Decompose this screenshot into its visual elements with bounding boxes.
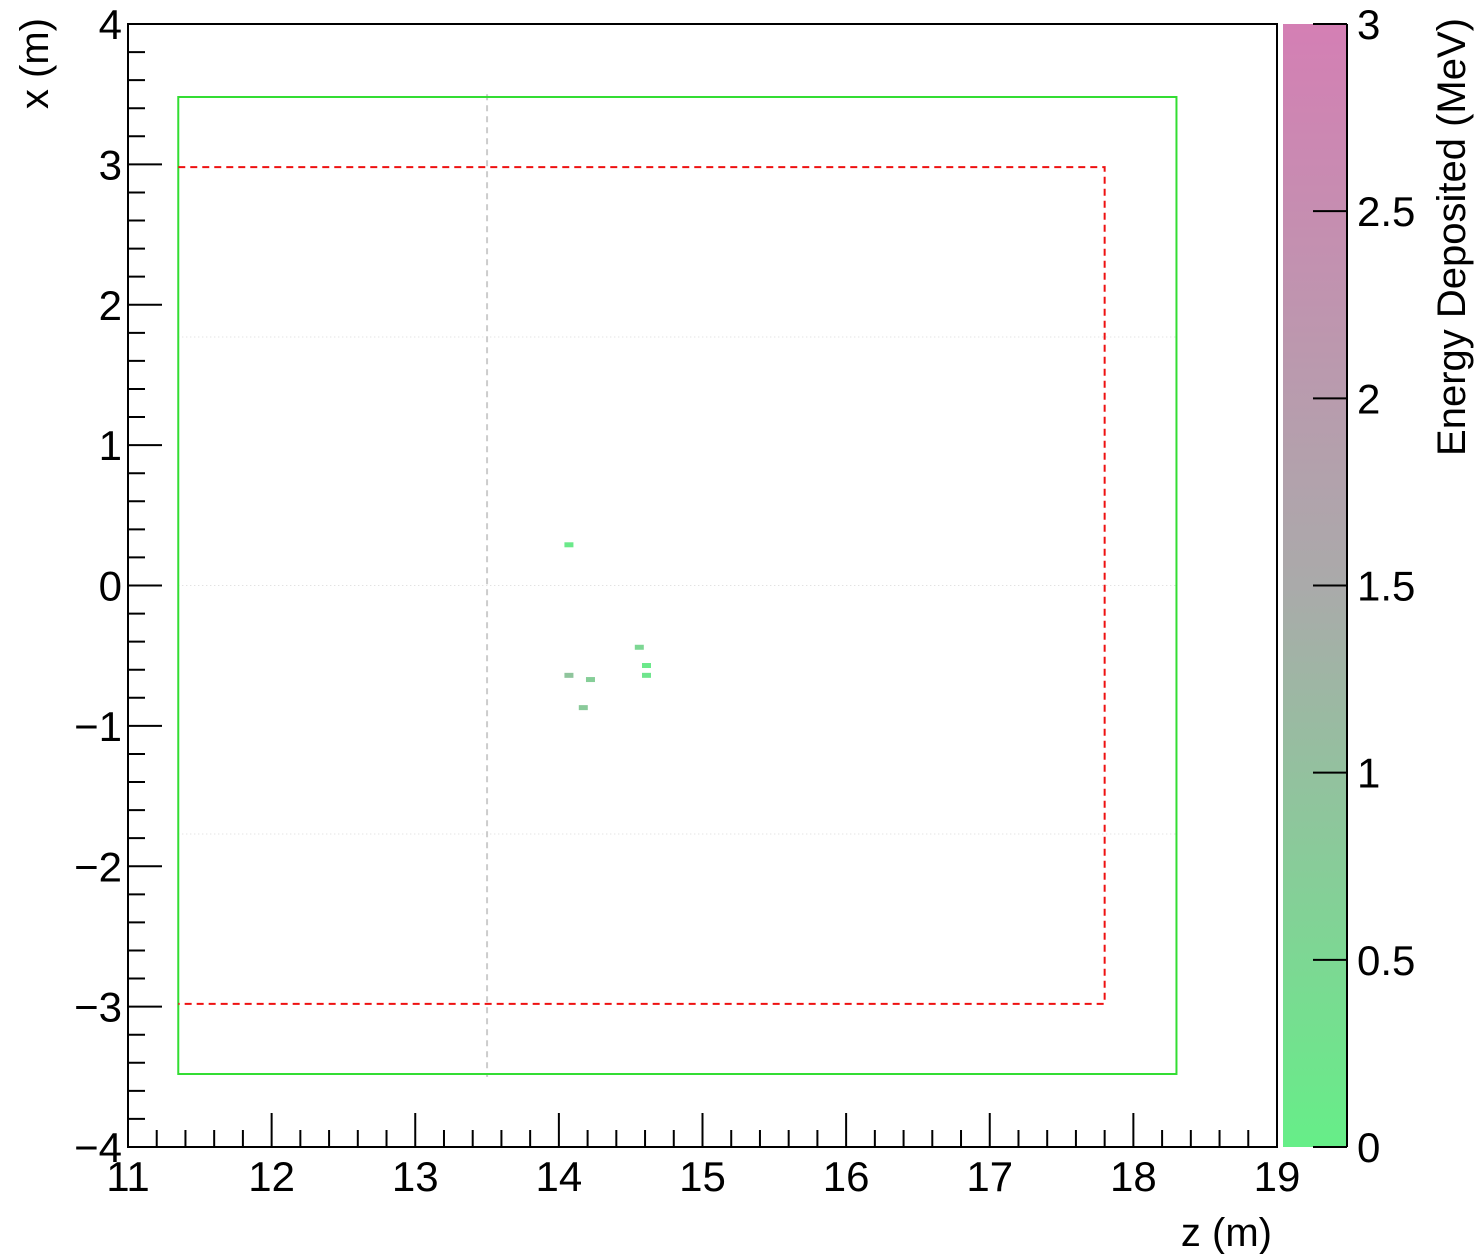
x-tick-label: 19	[1254, 1153, 1301, 1200]
energy-deposit-point	[585, 677, 595, 683]
energy-deposit-point	[578, 705, 588, 711]
y-tick-label: −3	[74, 984, 122, 1031]
x-tick-label: 17	[966, 1153, 1013, 1200]
x-tick-label: 18	[1110, 1153, 1157, 1200]
colorbar-title: Energy Deposited (MeV)	[1430, 18, 1474, 456]
colorbar-tick-label: 1.5	[1357, 563, 1415, 610]
x-tick-label: 14	[536, 1153, 583, 1200]
energy-deposit-point	[641, 663, 651, 669]
colorbar-tick-label: 0	[1357, 1124, 1380, 1171]
colorbar-tick-label: 0.5	[1357, 937, 1415, 984]
y-tick-label: 1	[99, 422, 122, 469]
y-tick-label: −4	[74, 1124, 122, 1171]
y-axis-title: x (m)	[13, 18, 57, 109]
energy-deposit-point	[564, 542, 574, 548]
colorbar-tick-label: 1	[1357, 750, 1380, 797]
plot-area	[177, 94, 1178, 1077]
colorbar-tick-label: 2.5	[1357, 188, 1415, 235]
x-tick-label: 16	[823, 1153, 870, 1200]
x-tick-label: 11	[106, 1153, 150, 1200]
outer-detector-box	[177, 95, 1178, 1076]
x-tick-label: 12	[248, 1153, 295, 1200]
y-tick-label: −1	[74, 703, 122, 750]
x-tick-label: 15	[679, 1153, 726, 1200]
energy-deposit-point	[564, 672, 574, 678]
colorbar: 0 0.5 1 1.5 2 2.5 3	[1283, 1, 1415, 1171]
y-tick-label: 4	[99, 1, 122, 48]
x-tick-label: 13	[392, 1153, 439, 1200]
y-tick-label: 3	[99, 141, 122, 188]
y-tick-label: −2	[74, 843, 122, 890]
colorbar-tick-label: 3	[1357, 1, 1380, 48]
x-axis-title: z (m)	[1181, 1211, 1272, 1254]
fiducial-volume-box	[178, 166, 1106, 1005]
y-tick-label: 2	[99, 282, 122, 329]
colorbar-tick-label: 2	[1357, 375, 1380, 422]
energy-deposit-point	[634, 644, 644, 650]
energy-deposit-point	[641, 672, 651, 678]
y-tick-label: 0	[99, 563, 122, 610]
